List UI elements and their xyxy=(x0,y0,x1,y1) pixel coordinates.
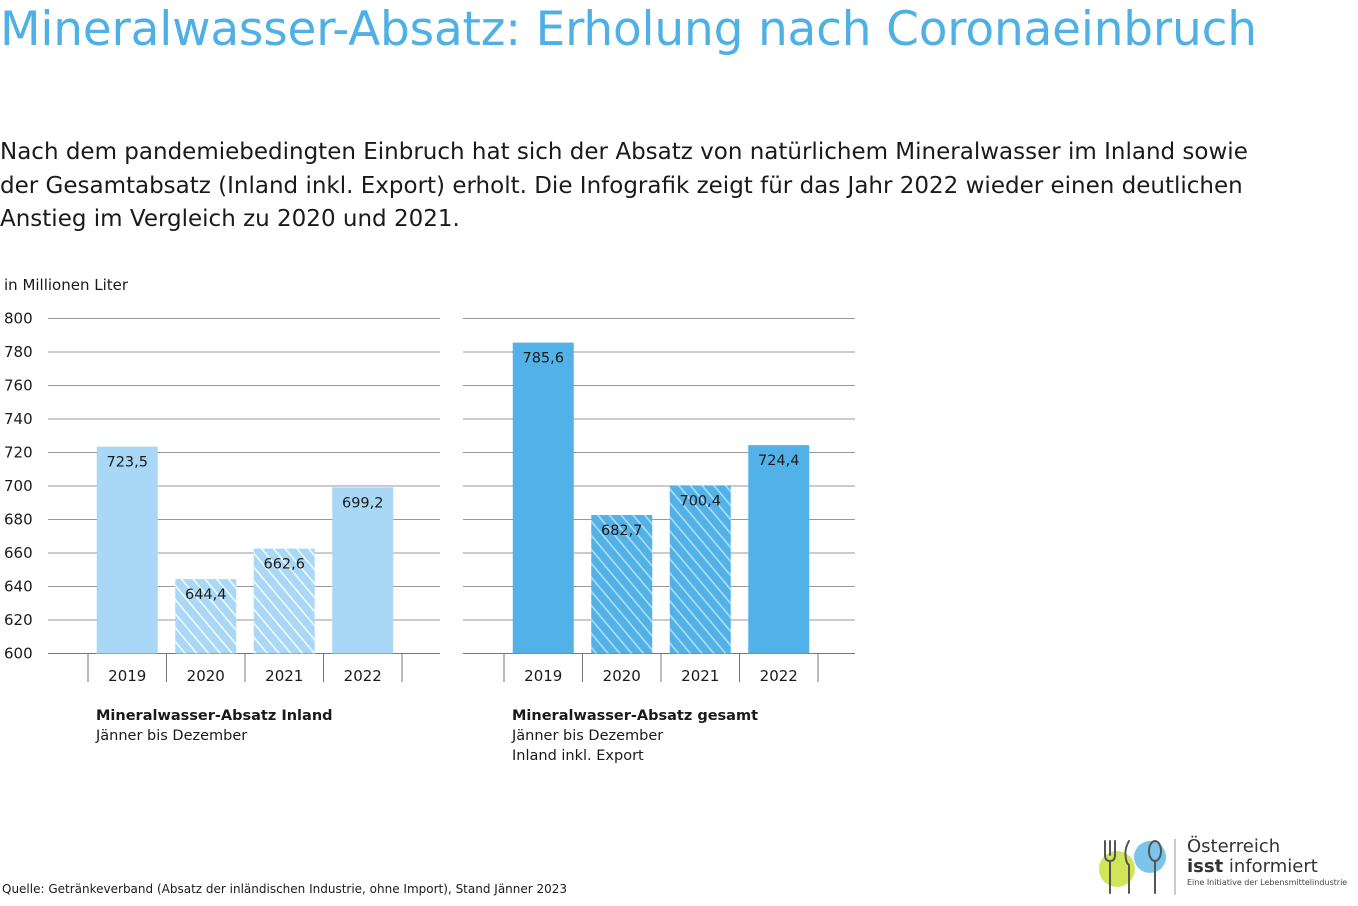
data-label: 682,7 xyxy=(601,523,643,539)
y-tick-label: 780 xyxy=(4,343,33,361)
logo-line-2-bold: isst xyxy=(1187,856,1224,877)
y-tick-label: 620 xyxy=(4,611,33,629)
y-axis: 800 780 760 740 720 700 680 660 640 620 600 xyxy=(4,310,33,663)
data-label: 699,2 xyxy=(342,495,384,511)
data-label: 723,5 xyxy=(106,455,148,471)
intro-text: Nach dem pandemiebedingten Einbruch hat … xyxy=(0,139,1248,232)
bar-gesamt-2019 xyxy=(512,342,574,654)
bar-gesamt-2021 xyxy=(669,485,731,654)
bar-inland-2022 xyxy=(332,487,394,654)
x-tick-label: 2020 xyxy=(187,667,225,685)
x-axis: 2019 2020 2021 2022 2019 2020 2021 2022 xyxy=(87,653,819,685)
chart-subtitle-gesamt-1: Jänner bis Dezember xyxy=(512,728,664,744)
gridlines xyxy=(48,318,855,654)
data-label: 724,4 xyxy=(758,453,800,469)
bar-gesamt-2022 xyxy=(748,445,810,654)
cutlery-icon xyxy=(1099,839,1176,895)
x-tick-label: 2020 xyxy=(603,667,641,685)
logo-line-1: Österreich xyxy=(1187,836,1281,857)
y-tick-label: 680 xyxy=(4,511,33,529)
x-tick-label: 2022 xyxy=(344,667,382,685)
source-note: Quelle: Getränkeverband (Absatz der inlä… xyxy=(2,882,568,896)
y-tick-label: 640 xyxy=(4,578,33,596)
data-label: 700,4 xyxy=(679,493,721,509)
data-label: 785,6 xyxy=(522,351,564,367)
y-tick-label: 660 xyxy=(4,544,33,562)
x-tick-label: 2021 xyxy=(681,667,719,685)
logo: Österreich isst informiert Eine Initiati… xyxy=(1095,835,1355,899)
caption-inland: Mineralwasser-Absatz Inland Jänner bis D… xyxy=(96,706,333,746)
page-title: Mineralwasser-Absatz: Erholung nach Coro… xyxy=(0,2,1257,57)
bar-inland-2021 xyxy=(253,548,315,654)
data-label: 644,4 xyxy=(185,587,227,603)
unit-label: in Millionen Liter xyxy=(4,276,129,294)
data-label: 662,6 xyxy=(263,557,305,573)
chart-subtitle-gesamt-2: Inland inkl. Export xyxy=(512,748,644,764)
y-tick-label: 600 xyxy=(4,645,33,663)
chart-title-gesamt: Mineralwasser-Absatz gesamt xyxy=(512,708,759,724)
chart-title-inland: Mineralwasser-Absatz Inland xyxy=(96,708,333,724)
x-tick-label: 2019 xyxy=(108,667,146,685)
x-tick-label: 2022 xyxy=(760,667,798,685)
y-tick-label: 740 xyxy=(4,410,33,428)
chart-subtitle-inland-1: Jänner bis Dezember xyxy=(96,728,248,744)
bar-inland-2019 xyxy=(96,446,158,654)
y-tick-label: 700 xyxy=(4,477,33,495)
bars xyxy=(96,342,810,654)
data-labels: 723,5 644,4 662,6 699,2 785,6 682,7 700,4 724,4 xyxy=(106,351,799,604)
y-tick-label: 800 xyxy=(4,310,33,328)
logo-line-2: isst informiert xyxy=(1187,857,1347,877)
bar-inland-2020 xyxy=(175,579,237,654)
x-tick-label: 2021 xyxy=(265,667,303,685)
logo-text: Österreich isst informiert Eine Initiati… xyxy=(1187,837,1347,889)
logo-line-2-rest: informiert xyxy=(1223,856,1318,877)
caption-gesamt: Mineralwasser-Absatz gesamt Jänner bis D… xyxy=(512,706,758,766)
bar-charts: 800 780 760 740 720 700 680 660 640 620 600 723,5 6… xyxy=(4,310,855,685)
logo-line-3: Eine Initiative der Lebensmittelindustri… xyxy=(1187,878,1348,887)
y-tick-label: 760 xyxy=(4,377,33,395)
bar-gesamt-2020 xyxy=(591,514,653,654)
x-tick-label: 2019 xyxy=(524,667,562,685)
y-tick-label: 720 xyxy=(4,444,33,462)
